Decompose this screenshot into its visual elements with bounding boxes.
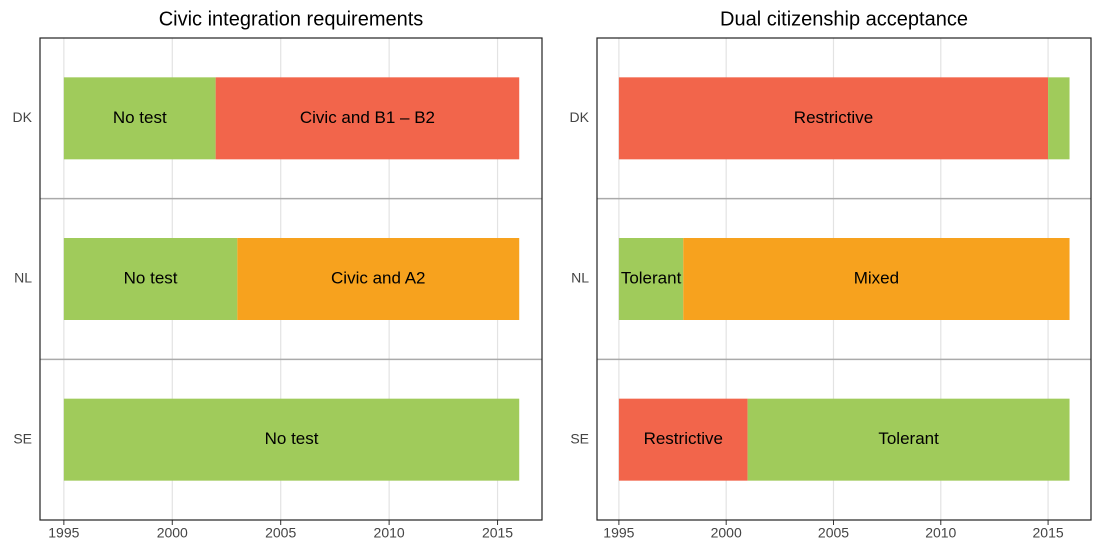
segment — [63, 398, 520, 481]
segment-label: No test — [124, 268, 178, 287]
y-tick-label: SE — [13, 430, 32, 446]
x-tick-label: 2015 — [482, 525, 513, 541]
x-tick-label: 2010 — [925, 525, 956, 541]
y-tick-label: NL — [14, 270, 32, 286]
segment — [618, 238, 684, 320]
segment — [63, 77, 216, 160]
segment-label: No test — [113, 108, 167, 127]
panel-title: Civic integration requirements — [159, 8, 424, 30]
x-tick-label: 2005 — [818, 525, 849, 541]
y-tick-label: NL — [571, 270, 589, 286]
segment — [63, 238, 238, 320]
segment — [683, 238, 1070, 320]
panel-border — [39, 37, 543, 521]
segment-label: Mixed — [854, 268, 899, 287]
segment — [618, 77, 1049, 160]
panel-title: Dual citizenship acceptance — [720, 8, 968, 30]
x-tick-label: 1995 — [603, 525, 634, 541]
x-tick-label: 2000 — [711, 525, 742, 541]
segment-label: Civic and A2 — [331, 268, 426, 287]
segment — [1048, 77, 1070, 160]
x-tick-label: 2000 — [157, 525, 188, 541]
y-tick-label: DK — [13, 109, 33, 125]
segment-label: Tolerant — [621, 268, 682, 287]
x-tick-label: 2005 — [265, 525, 296, 541]
y-tick-label: DK — [570, 109, 590, 125]
y-tick-label: SE — [570, 430, 589, 446]
segment-label: Tolerant — [878, 429, 939, 448]
segment — [618, 398, 748, 481]
x-tick-label: 1995 — [48, 525, 79, 541]
segment-label: Civic and B1 – B2 — [300, 108, 435, 127]
x-tick-label: 2010 — [374, 525, 405, 541]
panel-border — [596, 37, 1092, 521]
segment-label: Restrictive — [794, 108, 873, 127]
segment-label: No test — [265, 429, 319, 448]
segment — [747, 398, 1070, 481]
x-tick-label: 2015 — [1033, 525, 1064, 541]
segment-label: Restrictive — [644, 429, 723, 448]
segment — [215, 77, 520, 160]
segment — [237, 238, 520, 320]
